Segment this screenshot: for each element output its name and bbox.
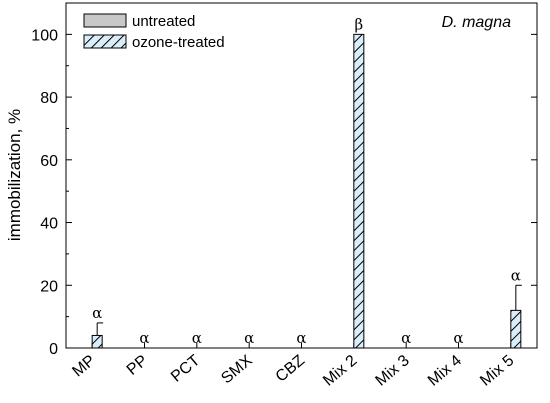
- y-tick-label: 100: [31, 27, 58, 44]
- x-tick-label: Mix 3: [373, 352, 413, 390]
- y-tick-label: 20: [40, 278, 58, 295]
- x-tick-label: Mix 5: [477, 352, 517, 390]
- legend-swatch-untreated: [83, 13, 127, 28]
- bar-ozone-treated: [91, 334, 103, 349]
- x-tick-label: SMX: [218, 352, 256, 388]
- x-tick-label: CBZ: [273, 352, 309, 386]
- bars: [91, 33, 522, 349]
- plot-area: [65, 2, 538, 349]
- x-axis-ticks: MP PP PCT SMX CBZ Mix 2 Mix 3 Mix 4 Mix 5: [69, 343, 517, 390]
- x-tick-label: PP: [124, 352, 151, 379]
- legend: untreated ozone-treated: [83, 13, 225, 51]
- x-tick-label: Mix 4: [425, 352, 465, 390]
- x-tick-label: PCT: [168, 352, 204, 386]
- significance-label: α: [92, 304, 102, 322]
- significance-label: α: [244, 329, 254, 347]
- significance-label: α: [511, 266, 521, 284]
- y-tick-label: 60: [40, 153, 58, 170]
- y-tick-label: 40: [40, 216, 58, 233]
- significance-label: α: [401, 329, 411, 347]
- x-tick-label: MP: [69, 352, 98, 380]
- significance-label: α: [192, 329, 202, 347]
- y-axis-ticks: 0 20 40 60 80 100: [31, 27, 537, 358]
- legend-label-ozone-treated: ozone-treated: [132, 34, 225, 51]
- significance-label: α: [296, 329, 306, 347]
- x-tick-label: Mix 2: [320, 352, 360, 390]
- bar-ozone-treated: [353, 33, 365, 349]
- y-axis-label: immobilization, %: [5, 109, 24, 241]
- legend-label-untreated: untreated: [132, 13, 195, 30]
- significance-labels: α α α α α β α α α: [92, 15, 521, 347]
- significance-label: α: [139, 329, 149, 347]
- bar-ozone-treated: [510, 309, 522, 349]
- y-tick-label: 80: [40, 90, 58, 107]
- legend-swatch-ozone-treated: [83, 34, 127, 49]
- significance-label: β: [354, 15, 363, 33]
- significance-label: α: [453, 329, 463, 347]
- y-tick-label: 0: [49, 341, 58, 358]
- species-label: D. magna: [442, 14, 511, 31]
